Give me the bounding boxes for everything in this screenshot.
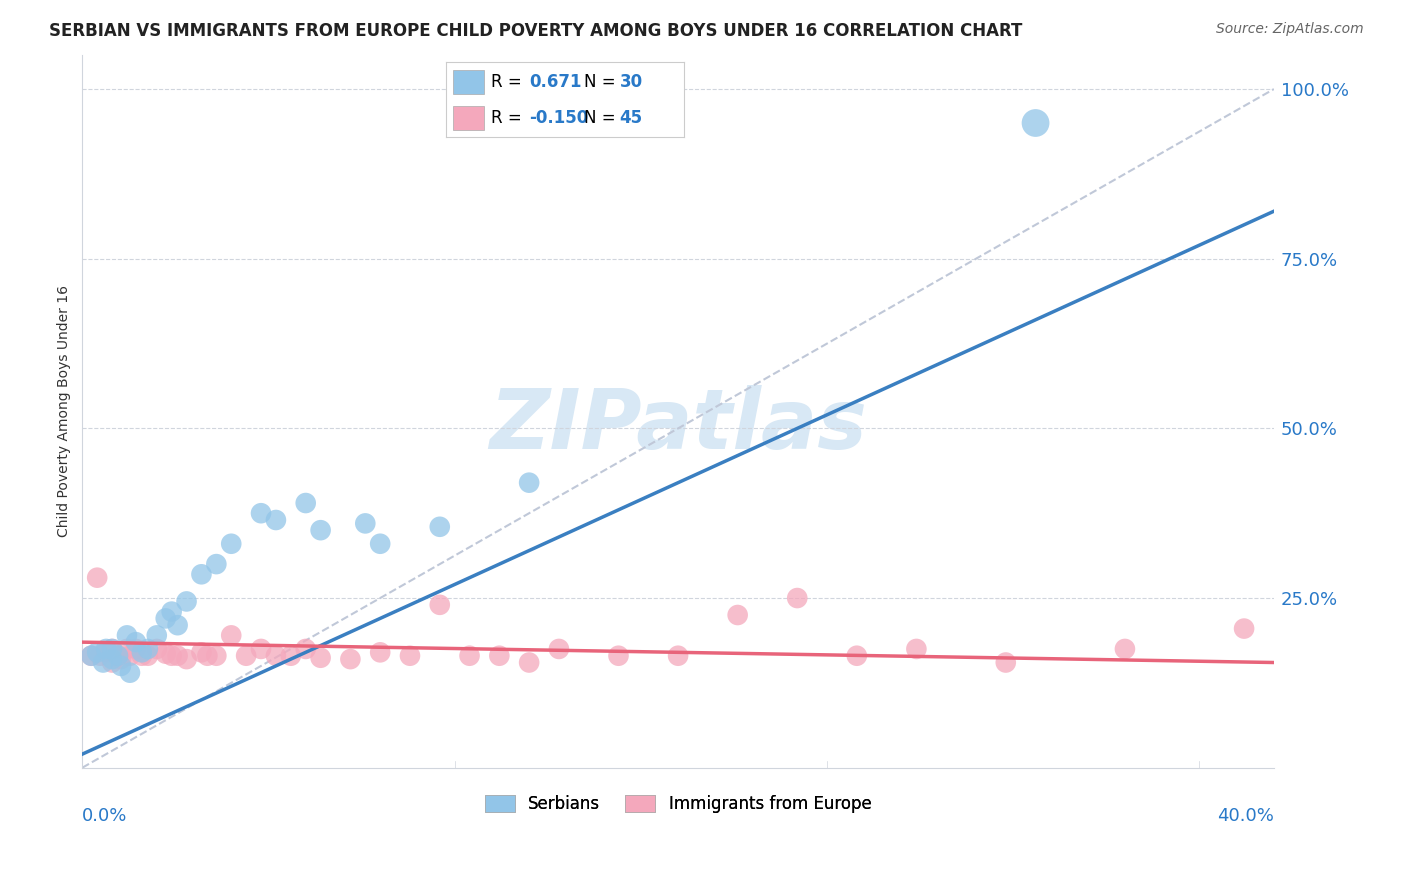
Point (166, 618, 188, 632)
Point (517, 475, 540, 490)
Text: 40.0%: 40.0% (1218, 807, 1274, 825)
Point (118, 665, 141, 680)
Point (115, 628, 138, 642)
Point (368, 537, 391, 551)
Point (219, 537, 242, 551)
Point (101, 656, 124, 670)
Point (160, 605, 183, 619)
Point (110, 659, 132, 673)
Point (219, 628, 242, 642)
Point (136, 642, 159, 657)
Point (517, 656, 540, 670)
Point (786, 591, 808, 605)
Y-axis label: Child Poverty Among Boys Under 16: Child Poverty Among Boys Under 16 (58, 285, 72, 537)
Point (458, 648, 481, 663)
Point (101, 642, 124, 657)
Legend: Serbians, Immigrants from Europe: Serbians, Immigrants from Europe (478, 789, 877, 820)
Point (166, 648, 188, 663)
Point (190, 567, 212, 582)
Point (727, 607, 749, 622)
Point (155, 611, 177, 625)
Point (399, 648, 422, 663)
Point (94, 642, 117, 657)
Point (429, 520, 451, 534)
Point (94, 645, 117, 659)
Point (1114, 642, 1136, 657)
Point (205, 648, 228, 663)
Point (176, 594, 198, 608)
Text: SERBIAN VS IMMIGRANTS FROM EUROPE CHILD POVERTY AMONG BOYS UNDER 16 CORRELATION : SERBIAN VS IMMIGRANTS FROM EUROPE CHILD … (49, 22, 1022, 40)
Point (89, 648, 111, 663)
Point (125, 635, 148, 649)
Point (994, 656, 1017, 670)
Point (264, 648, 287, 663)
Point (176, 652, 198, 666)
Point (368, 645, 391, 659)
Point (86, 645, 108, 659)
Point (905, 642, 928, 657)
Point (294, 496, 316, 510)
Point (131, 645, 153, 659)
Point (110, 652, 132, 666)
Point (125, 642, 148, 657)
Point (548, 642, 571, 657)
Point (86, 571, 108, 585)
Point (107, 648, 129, 663)
Point (80, 648, 103, 663)
Point (197, 648, 219, 663)
Point (294, 642, 316, 657)
Point (309, 523, 332, 537)
Point (145, 642, 167, 657)
Text: 0.0%: 0.0% (83, 807, 128, 825)
Text: Source: ZipAtlas.com: Source: ZipAtlas.com (1216, 22, 1364, 37)
Point (339, 652, 361, 666)
Point (118, 648, 141, 663)
Point (80, 648, 103, 663)
Point (845, 648, 868, 663)
Point (91, 656, 114, 670)
Point (666, 648, 689, 663)
Point (250, 506, 273, 520)
Point (264, 513, 287, 527)
Point (101, 642, 124, 657)
Point (1233, 622, 1256, 636)
Point (1025, 116, 1047, 130)
Point (115, 642, 138, 657)
Point (205, 557, 228, 571)
Point (354, 516, 377, 531)
Point (607, 648, 630, 663)
Point (160, 648, 183, 663)
Point (145, 628, 167, 642)
Point (429, 598, 451, 612)
Point (136, 648, 159, 663)
Point (131, 648, 153, 663)
Point (250, 642, 273, 657)
Point (280, 648, 302, 663)
Point (101, 652, 124, 666)
Point (155, 647, 177, 661)
Point (190, 645, 212, 659)
Point (488, 648, 510, 663)
Point (235, 648, 257, 663)
Point (309, 650, 332, 665)
Point (107, 648, 129, 663)
Text: ZIPatlas: ZIPatlas (489, 385, 868, 467)
